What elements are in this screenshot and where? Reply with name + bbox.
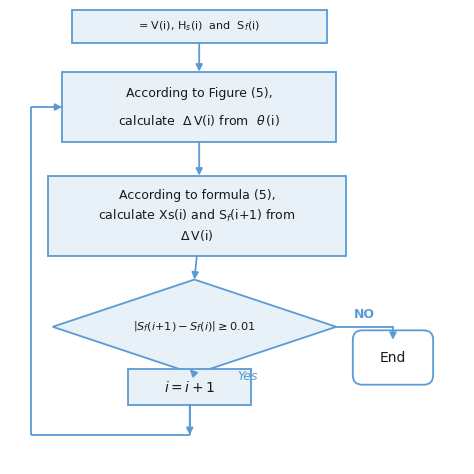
Text: According to Figure (5),: According to Figure (5), bbox=[126, 87, 273, 100]
FancyBboxPatch shape bbox=[353, 330, 433, 385]
Text: $\Delta\,$V(i): $\Delta\,$V(i) bbox=[180, 228, 213, 243]
Text: $\left|S_f(i{+}1)-S_f(i)\right|\geq 0.01$: $\left|S_f(i{+}1)-S_f(i)\right|\geq 0.01… bbox=[133, 319, 256, 334]
Polygon shape bbox=[53, 280, 336, 374]
Text: Yes: Yes bbox=[237, 370, 257, 383]
Text: According to formula (5),: According to formula (5), bbox=[118, 190, 275, 202]
Text: NO: NO bbox=[354, 309, 375, 321]
Text: End: End bbox=[380, 350, 406, 365]
FancyBboxPatch shape bbox=[128, 369, 251, 405]
FancyBboxPatch shape bbox=[62, 72, 336, 143]
Text: $i = i+1$: $i = i+1$ bbox=[164, 380, 216, 394]
Text: = V(i), H$_s$(i)  and  S$_f$(i): = V(i), H$_s$(i) and S$_f$(i) bbox=[138, 20, 260, 34]
FancyBboxPatch shape bbox=[48, 175, 346, 256]
Text: calculate Xs(i) and S$_f$(i+1) from: calculate Xs(i) and S$_f$(i+1) from bbox=[98, 208, 296, 224]
FancyBboxPatch shape bbox=[72, 10, 327, 43]
Text: calculate  $\Delta\,$V(i) from  $\theta\,$(i): calculate $\Delta\,$V(i) from $\theta\,$… bbox=[118, 113, 280, 128]
